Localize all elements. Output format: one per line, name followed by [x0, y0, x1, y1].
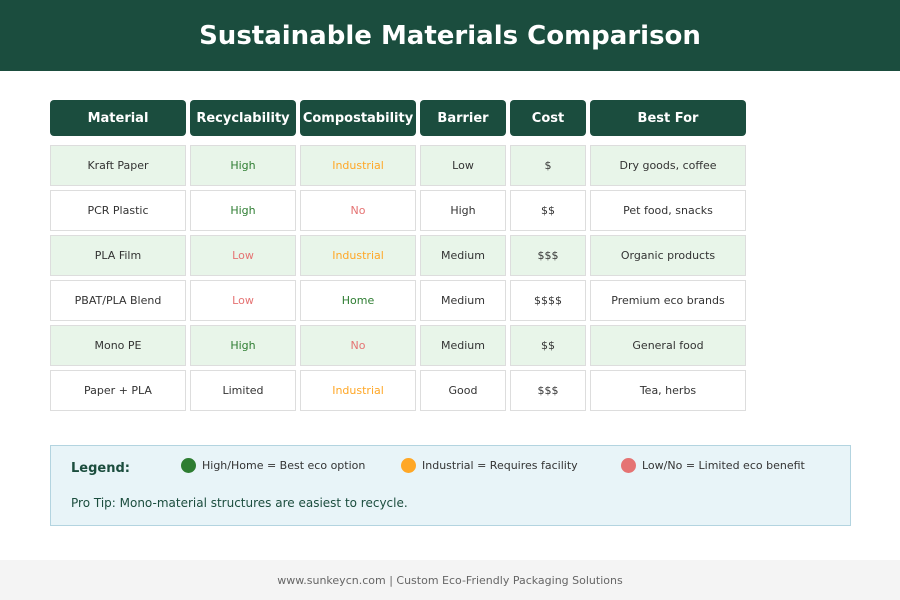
- table-cell: $$: [510, 325, 586, 366]
- pro-tip: Pro Tip: Mono-material structures are ea…: [71, 496, 408, 510]
- table-cell: No: [300, 325, 416, 366]
- table-cell: High: [190, 145, 296, 186]
- column-header: Recyclability: [190, 100, 296, 136]
- table-cell: Premium eco brands: [590, 280, 746, 321]
- table-cell: Low: [190, 235, 296, 276]
- table-cell: Medium: [420, 325, 506, 366]
- table-cell: Tea, herbs: [590, 370, 746, 411]
- legend-label: Industrial = Requires facility: [422, 459, 578, 472]
- table-cell: Dry goods, coffee: [590, 145, 746, 186]
- table-cell: $$$: [510, 235, 586, 276]
- table-cell: $$: [510, 190, 586, 231]
- table-cell: Kraft Paper: [50, 145, 186, 186]
- table-cell: Low: [190, 280, 296, 321]
- table-cell: Home: [300, 280, 416, 321]
- table-cell: Pet food, snacks: [590, 190, 746, 231]
- table-cell: Industrial: [300, 370, 416, 411]
- table-cell: PCR Plastic: [50, 190, 186, 231]
- legend-label: High/Home = Best eco option: [202, 459, 366, 472]
- table-cell: General food: [590, 325, 746, 366]
- column-header: Barrier: [420, 100, 506, 136]
- table-cell: Industrial: [300, 145, 416, 186]
- table-cell: No: [300, 190, 416, 231]
- table-cell: High: [190, 190, 296, 231]
- orange-dot-icon: [401, 458, 416, 473]
- legend-item-good: High/Home = Best eco option: [181, 458, 365, 473]
- table-cell: Medium: [420, 235, 506, 276]
- legend-item-poor: Low/No = Limited eco benefit: [621, 458, 805, 473]
- table-cell: Medium: [420, 280, 506, 321]
- legend-item-medium: Industrial = Requires facility: [401, 458, 578, 473]
- table-cell: $$$$: [510, 280, 586, 321]
- table-cell: High: [420, 190, 506, 231]
- table-cell: Paper + PLA: [50, 370, 186, 411]
- legend-title: Legend:: [71, 461, 130, 476]
- table-cell: Low: [420, 145, 506, 186]
- table-cell: $$$: [510, 370, 586, 411]
- red-dot-icon: [621, 458, 636, 473]
- table-cell: $: [510, 145, 586, 186]
- column-header: Cost: [510, 100, 586, 136]
- page-title: Sustainable Materials Comparison: [0, 0, 900, 71]
- legend-label: Low/No = Limited eco benefit: [642, 459, 805, 472]
- table-cell: Organic products: [590, 235, 746, 276]
- legend-box: Legend: High/Home = Best eco option Indu…: [50, 445, 851, 526]
- table-cell: Mono PE: [50, 325, 186, 366]
- table-cell: Industrial: [300, 235, 416, 276]
- table-cell: High: [190, 325, 296, 366]
- column-header: Compostability: [300, 100, 416, 136]
- table-cell: Limited: [190, 370, 296, 411]
- table-cell: Good: [420, 370, 506, 411]
- footer: www.sunkeycn.com | Custom Eco-Friendly P…: [0, 560, 900, 600]
- column-header: Best For: [590, 100, 746, 136]
- table-cell: PBAT/PLA Blend: [50, 280, 186, 321]
- table-cell: PLA Film: [50, 235, 186, 276]
- green-dot-icon: [181, 458, 196, 473]
- column-header: Material: [50, 100, 186, 136]
